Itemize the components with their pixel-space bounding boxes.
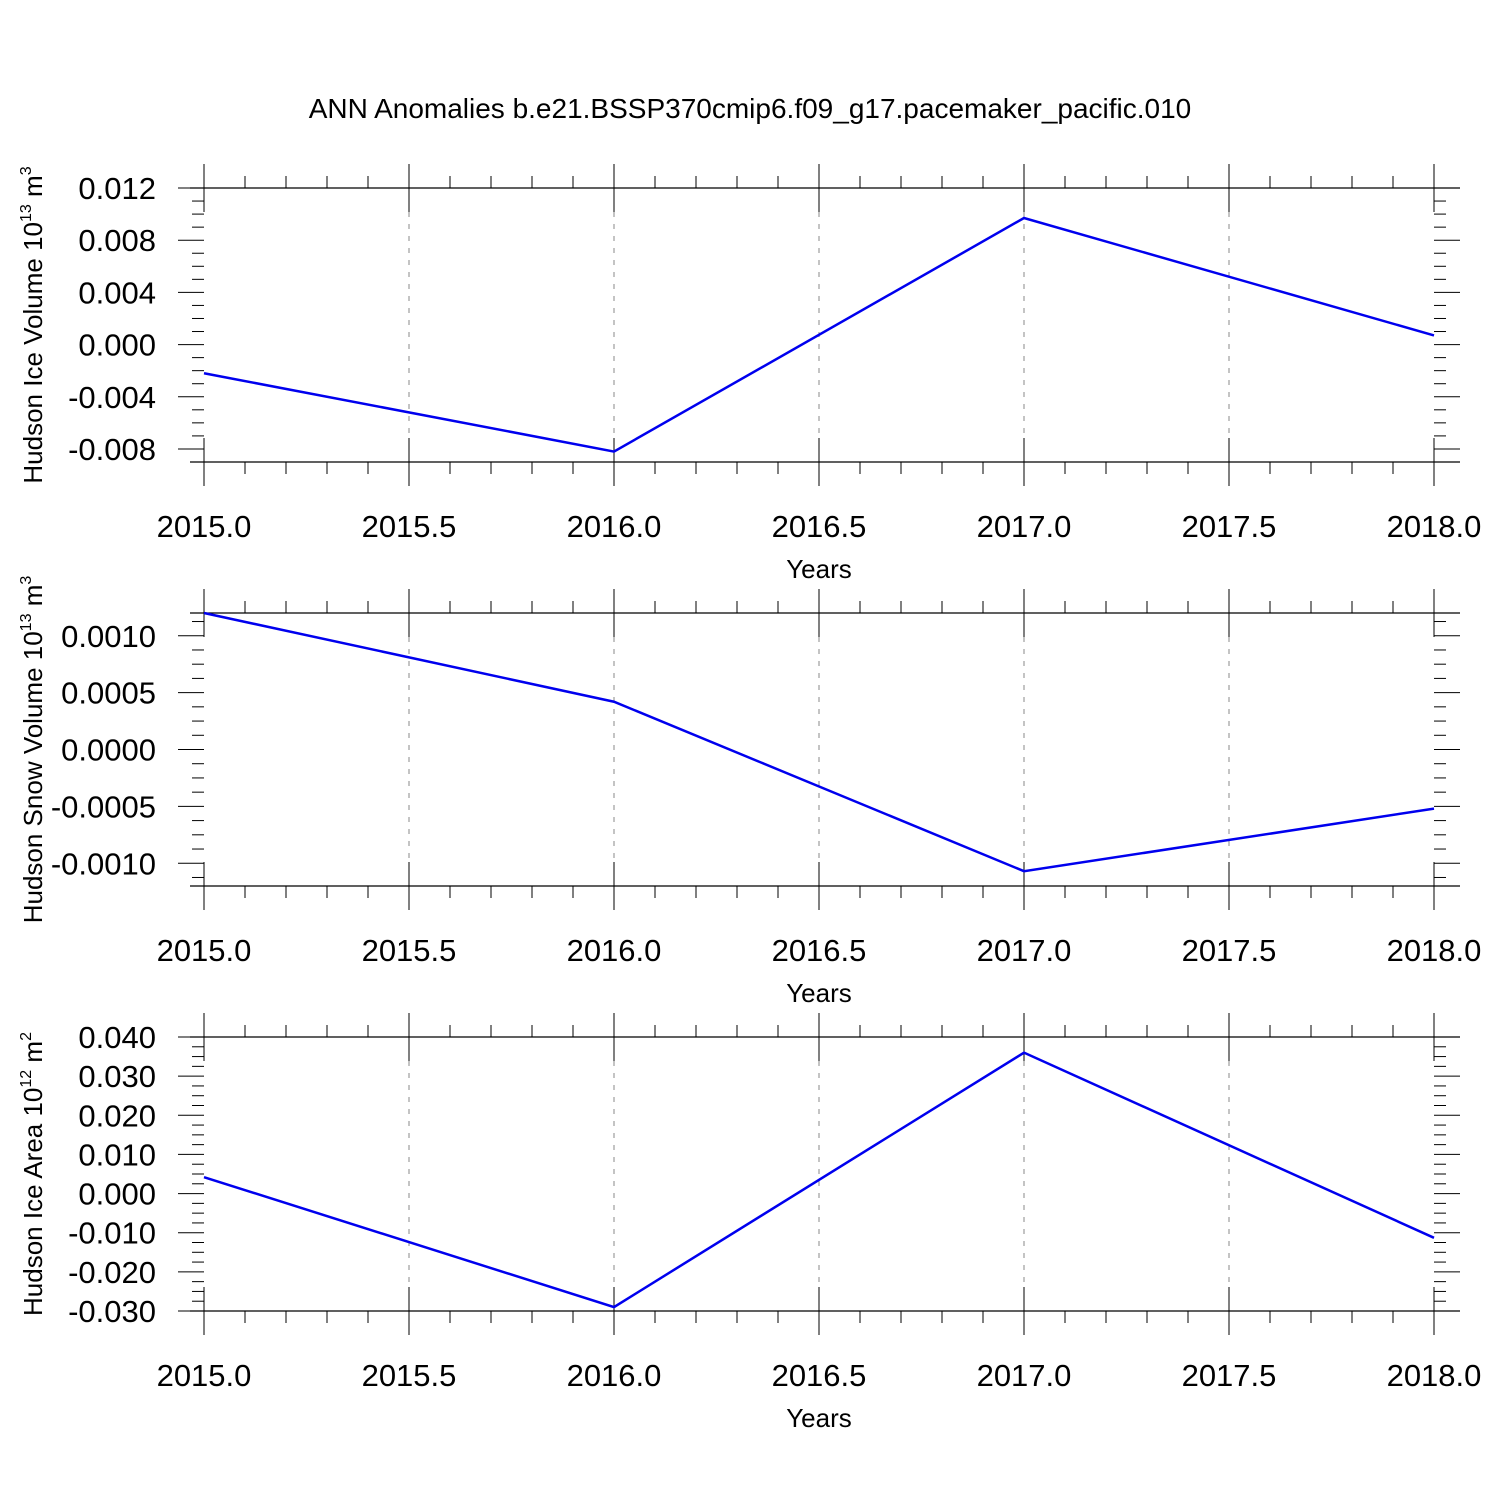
y-tick-label: 0.008 xyxy=(78,223,156,258)
y-tick-label: -0.0005 xyxy=(51,789,156,824)
y-tick-label: 0.030 xyxy=(78,1059,156,1094)
x-tick-label: 2016.0 xyxy=(567,509,662,544)
y-axis-label-exponent: 13 xyxy=(18,613,35,631)
x-tick-label: 2018.0 xyxy=(1387,1358,1482,1393)
y-axis-label-unit-exponent: 3 xyxy=(18,166,35,175)
x-tick-label: 2017.0 xyxy=(977,933,1072,968)
x-tick-label: 2015.0 xyxy=(157,1358,252,1393)
x-axis-label: Years xyxy=(786,554,852,584)
x-tick-label: 2015.0 xyxy=(157,933,252,968)
x-tick-label: 2017.5 xyxy=(1182,933,1277,968)
series-line xyxy=(203,611,1435,873)
y-tick-label: 0.040 xyxy=(78,1020,156,1055)
y-tick-label: 0.004 xyxy=(78,275,156,310)
y-axis-label-text: Hudson Snow Volume 10 xyxy=(18,631,48,923)
y-tick-label: -0.010 xyxy=(68,1216,156,1251)
y-tick-label: 0.0005 xyxy=(61,676,156,711)
y-tick-label: 0.0010 xyxy=(61,619,156,654)
y-axis-label-exponent: 13 xyxy=(18,204,35,222)
y-tick-label: 0.010 xyxy=(78,1137,156,1172)
y-axis-label: Hudson Ice Area 1012 m2 xyxy=(18,1032,48,1316)
y-tick-label: 0.020 xyxy=(78,1098,156,1133)
x-tick-label: 2016.5 xyxy=(772,933,867,968)
x-tick-label: 2015.5 xyxy=(362,933,457,968)
y-axis-label-unit-exponent: 2 xyxy=(18,1032,35,1041)
y-axis-label-unit: m xyxy=(18,175,48,204)
y-tick-label: -0.004 xyxy=(68,380,156,415)
x-tick-label: 2017.5 xyxy=(1182,509,1277,544)
y-tick-label: -0.020 xyxy=(68,1255,156,1290)
panel-1: 2015.0 2015.5 2016.0 2016.5 2017.0 2017.5 2018… xyxy=(18,164,1481,584)
x-tick-label: 2016.0 xyxy=(567,1358,662,1393)
y-axis-label: Hudson Snow Volume 1013 m3 xyxy=(18,576,48,924)
x-tick-label: 2016.5 xyxy=(772,509,867,544)
y-axis-label-unit: m xyxy=(18,585,48,614)
y-tick-label: 0.0000 xyxy=(61,733,156,768)
x-tick-label: 2015.0 xyxy=(157,509,252,544)
y-axis-label-unit-exponent: 3 xyxy=(18,576,35,585)
x-tick-label: 2016.5 xyxy=(772,1358,867,1393)
x-tick-label: 2017.0 xyxy=(977,509,1072,544)
x-axis-label: Years xyxy=(786,1403,852,1433)
y-axis-label-unit: m xyxy=(18,1041,48,1070)
x-tick-label: 2018.0 xyxy=(1387,509,1482,544)
x-tick-label: 2018.0 xyxy=(1387,933,1482,968)
panel-3: 2015.0 2015.5 2016.0 2016.5 2017.0 2017.5 2018… xyxy=(18,1013,1481,1433)
series-line xyxy=(203,216,1435,453)
y-tick-label: -0.008 xyxy=(68,432,156,467)
panel-2: 2015.0 2015.5 2016.0 2016.5 2017.0 2017.5 2018… xyxy=(18,576,1481,1008)
y-axis-label-text: Hudson Ice Area 10 xyxy=(18,1088,48,1316)
series-line xyxy=(203,1051,1435,1309)
y-tick-label: -0.0010 xyxy=(51,846,156,881)
x-axis-label: Years xyxy=(786,978,852,1008)
y-tick-label: 0.012 xyxy=(78,171,156,206)
x-tick-label: 2015.5 xyxy=(362,1358,457,1393)
y-tick-label: 0.000 xyxy=(78,1177,156,1212)
x-tick-label: 2017.5 xyxy=(1182,1358,1277,1393)
chart-title: ANN Anomalies b.e21.BSSP370cmip6.f09_g17… xyxy=(309,93,1192,124)
y-tick-label: 0.000 xyxy=(78,328,156,363)
x-tick-label: 2017.0 xyxy=(977,1358,1072,1393)
y-axis-label-text: Hudson Ice Volume 10 xyxy=(18,222,48,484)
y-axis-label-exponent: 12 xyxy=(18,1070,35,1088)
y-axis-label: Hudson Ice Volume 1013 m3 xyxy=(18,166,48,483)
x-tick-label: 2015.5 xyxy=(362,509,457,544)
panels: 2015.0 2015.5 2016.0 2016.5 2017.0 2017.5 2018… xyxy=(18,164,1481,1433)
y-tick-label: -0.030 xyxy=(68,1294,156,1329)
x-tick-label: 2016.0 xyxy=(567,933,662,968)
